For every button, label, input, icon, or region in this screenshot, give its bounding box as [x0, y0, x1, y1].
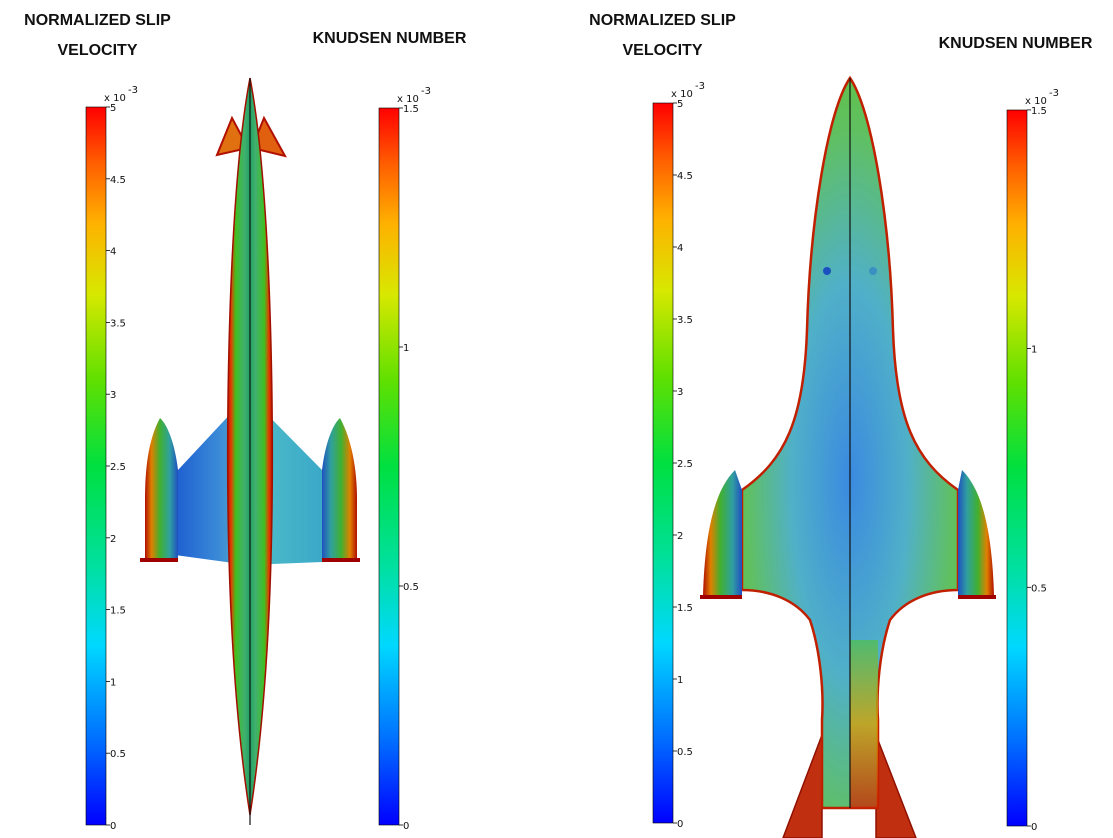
slip-left-tick-label: 1.5	[110, 606, 126, 617]
knudsen-title-left: KNUDSEN NUMBER	[292, 24, 487, 54]
knudsen-right-tick-label: 1.5	[1031, 106, 1047, 117]
slip-ticks-left: 0 0.5 1 1.5 2 2.5 3 3.5 4 4.5 5	[106, 103, 126, 832]
knudsen-left-tick-label: 0	[403, 821, 409, 832]
slip-left-tick-label: 1	[110, 677, 116, 688]
slip-right-tick-label: 3	[677, 387, 683, 398]
slip-title-left: NORMALIZED SLIP VELOCITY	[0, 6, 195, 66]
slip-left-tick-label: 2	[110, 534, 116, 545]
knudsen-title-right: KNUDSEN NUMBER	[918, 29, 1113, 59]
knudsen-colorbar-right: x 10 -3 0 0.5 1 1.5	[1006, 88, 1059, 833]
tail-warm-zone	[850, 640, 878, 808]
tail-fin-right-starboard	[875, 734, 917, 838]
slip-right-tick-label: 0.5	[677, 747, 693, 758]
slip-right-tick-label: 4.5	[677, 171, 693, 182]
slip-title-right-line1: NORMALIZED SLIP	[589, 12, 736, 29]
knudsen-scale-right-power: -3	[1049, 88, 1059, 99]
slip-title-left-line2: VELOCITY	[57, 42, 138, 59]
slip-scale-left-label: x 10	[104, 93, 126, 104]
slip-scale-left-power: -3	[128, 85, 138, 96]
knudsen-colorbar-left-ramp	[378, 107, 400, 826]
pod-left-port	[145, 418, 178, 560]
knudsen-right-tick-label: 0	[1031, 822, 1037, 833]
slip-title-right: NORMALIZED SLIP VELOCITY	[565, 6, 760, 66]
knudsen-scale-left-power: -3	[421, 86, 431, 97]
vehicle-right	[700, 75, 996, 838]
pod-right-starboard	[958, 470, 994, 597]
surface-spot-a	[823, 267, 831, 275]
knudsen-left-tick-label: 0.5	[403, 582, 419, 593]
knudsen-ticks-right: 0 0.5 1 1.5	[1027, 106, 1047, 833]
slip-right-tick-label: 2	[677, 531, 683, 542]
slip-scale-right-label: x 10	[671, 89, 693, 100]
knudsen-ticks-left: 0 0.5 1 1.5	[399, 104, 419, 832]
slip-right-tick-label: 5	[677, 99, 683, 110]
slip-left-tick-label: 4	[110, 247, 116, 258]
knudsen-left-tick-label: 1.5	[403, 104, 419, 115]
knudsen-scale-left-label: x 10	[397, 94, 419, 105]
pod-left-starboard	[322, 418, 357, 560]
slip-colorbar-right-ramp	[652, 102, 674, 824]
slip-left-tick-label: 3.5	[110, 318, 126, 329]
knudsen-right-tick-label: 1	[1031, 345, 1037, 356]
slip-right-tick-label: 2.5	[677, 459, 693, 470]
slip-colorbar-left-ramp	[85, 106, 107, 826]
knudsen-scale-right-label: x 10	[1025, 96, 1047, 107]
slip-title-right-line2: VELOCITY	[622, 42, 703, 59]
slip-right-tick-label: 4	[677, 243, 683, 254]
slip-right-tick-label: 1.5	[677, 603, 693, 614]
surface-spot-b	[869, 267, 877, 275]
knudsen-title-right-text: KNUDSEN NUMBER	[938, 35, 1093, 52]
slip-colorbar-left: x 10 -3 0 0.5 1 1.5 2 2.5 3 3.5 4 4.5 5	[85, 85, 138, 832]
slip-title-left-line1: NORMALIZED SLIP	[24, 12, 171, 29]
slip-ticks-right: 0 0.5 1 1.5 2 2.5 3 3.5 4 4.5 5	[673, 99, 693, 830]
slip-left-tick-label: 2.5	[110, 462, 126, 473]
knudsen-right-tick-label: 0.5	[1031, 583, 1047, 594]
knudsen-left-tick-label: 1	[403, 343, 409, 354]
pod-right-port	[703, 470, 742, 597]
slip-colorbar-right: x 10 -3 0 0.5 1 1.5 2 2.5 3 3.5 4 4.5 5	[652, 81, 705, 830]
slip-left-tick-label: 3	[110, 390, 116, 401]
colorbars: x 10 -3 00.511.522.533.544.55 x 10 -3 00…	[85, 81, 1059, 833]
slip-right-tick-label: 1	[677, 675, 683, 686]
slip-right-tick-label: 0	[677, 819, 683, 830]
slip-scale-right-power: -3	[695, 81, 705, 92]
slip-left-tick-label: 0	[110, 821, 116, 832]
knudsen-title-left-text: KNUDSEN NUMBER	[312, 30, 467, 47]
slip-left-tick-label: 4.5	[110, 175, 126, 186]
slip-left-tick-label: 0.5	[110, 749, 126, 760]
vehicle-left	[140, 77, 360, 825]
knudsen-colorbar-right-ramp	[1006, 109, 1028, 827]
slip-left-tick-label: 5	[110, 103, 116, 114]
slip-right-tick-label: 3.5	[677, 315, 693, 326]
tail-fin-right-port	[782, 734, 823, 838]
knudsen-colorbar-left: x 10 -3 0 0.5 1 1.5	[378, 86, 431, 832]
